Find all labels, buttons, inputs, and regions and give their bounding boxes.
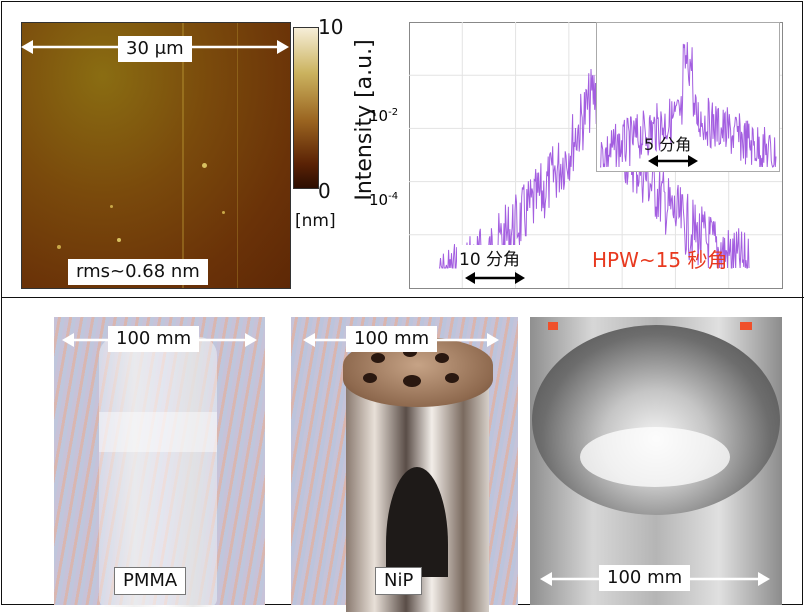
nip-size-label: 100 mm [346, 326, 438, 352]
inset-arrow [648, 155, 698, 167]
colorbar-unit: [nm] [295, 211, 336, 231]
afm-image [21, 22, 291, 289]
colorbar [293, 27, 319, 189]
spectrum-arrow [465, 272, 525, 284]
nip-caption: NiP [375, 567, 423, 595]
photo-nip [291, 317, 518, 612]
afm-rms-label: rms~0.68 nm [68, 259, 208, 285]
photo-pmma [54, 317, 265, 607]
colorbar-min: 0 [318, 179, 331, 203]
hpw-label: HPW~15 秒角 [592, 248, 728, 272]
afm-scale-label: 30 μm [118, 36, 192, 62]
colorbar-max: 10 [318, 15, 344, 39]
pmma-size-label: 100 mm [108, 326, 200, 352]
photo-mirror [530, 317, 782, 605]
pmma-caption: PMMA [114, 567, 187, 595]
section-divider [1, 297, 804, 298]
inset-plot [596, 22, 780, 172]
ytick-2: 10-4 [369, 191, 399, 209]
ytick-1: 10-2 [369, 107, 399, 125]
inset-arrow-label: 5 分角 [644, 135, 692, 154]
spectrum-arrow-label: 10 分角 [457, 245, 523, 270]
mirror-size-label: 100 mm [599, 565, 691, 591]
